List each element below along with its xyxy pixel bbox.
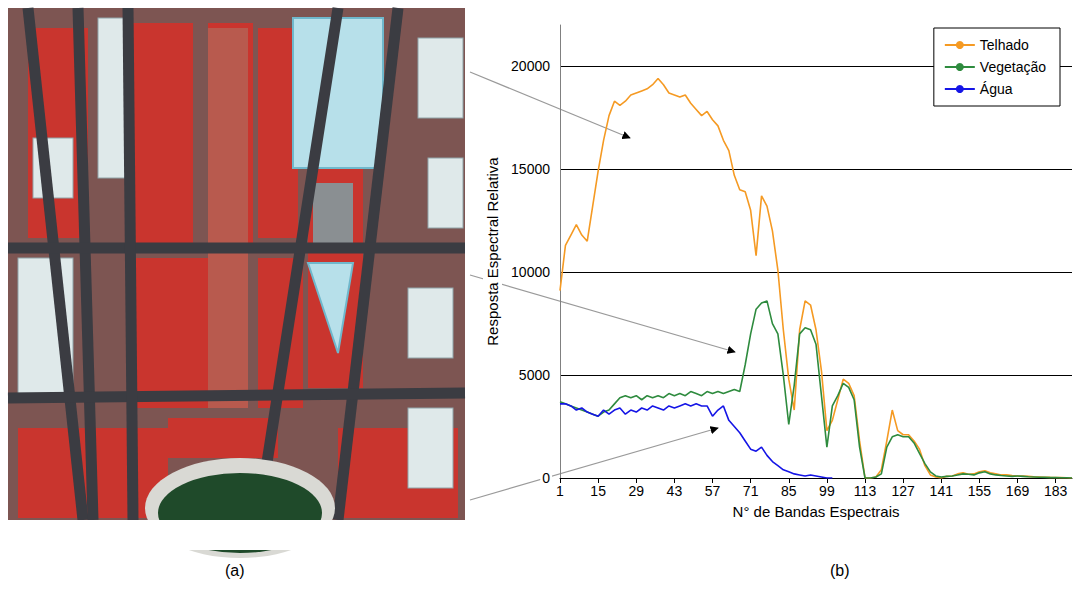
svg-text:113: 113 bbox=[854, 483, 877, 499]
svg-text:85: 85 bbox=[781, 483, 797, 499]
svg-text:Água: Água bbox=[980, 81, 1013, 97]
svg-text:183: 183 bbox=[1044, 483, 1068, 499]
svg-text:20000: 20000 bbox=[511, 58, 550, 74]
svg-text:141: 141 bbox=[930, 483, 954, 499]
svg-text:43: 43 bbox=[667, 483, 683, 499]
svg-text:57: 57 bbox=[705, 483, 721, 499]
html-text:(b): (b) bbox=[830, 562, 850, 579]
svg-text:1: 1 bbox=[556, 483, 564, 499]
svg-text:127: 127 bbox=[891, 483, 915, 499]
svg-text:99: 99 bbox=[819, 483, 835, 499]
html-text:(a): (a) bbox=[225, 562, 245, 579]
svg-text:N° de Bandas Espectrais: N° de Bandas Espectrais bbox=[733, 503, 900, 520]
svg-text:10000: 10000 bbox=[511, 264, 550, 280]
svg-text:155: 155 bbox=[968, 483, 992, 499]
svg-text:5000: 5000 bbox=[519, 367, 550, 383]
svg-text:71: 71 bbox=[743, 483, 759, 499]
svg-text:29: 29 bbox=[628, 483, 644, 499]
svg-text:15000: 15000 bbox=[511, 161, 550, 177]
svg-text:Telhado: Telhado bbox=[980, 37, 1029, 53]
svg-text:Vegetação: Vegetação bbox=[980, 59, 1046, 75]
svg-text:15: 15 bbox=[590, 483, 606, 499]
svg-text:0: 0 bbox=[542, 470, 550, 486]
svg-text:Resposta Espectral Relativa: Resposta Espectral Relativa bbox=[484, 157, 501, 346]
svg-text:169: 169 bbox=[1006, 483, 1030, 499]
